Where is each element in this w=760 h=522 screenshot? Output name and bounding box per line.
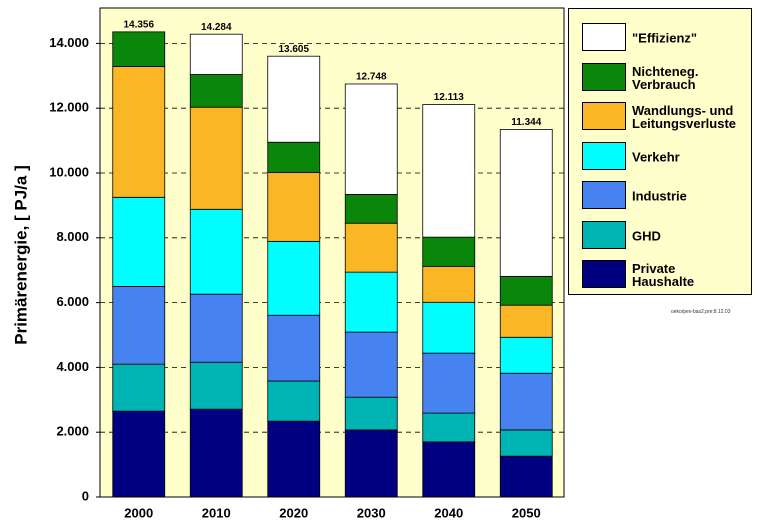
x-tick-label: 2030 bbox=[357, 505, 386, 520]
total-label: 12.113 bbox=[434, 92, 464, 103]
total-label: 12.748 bbox=[356, 72, 387, 83]
total-label: 14.356 bbox=[123, 20, 154, 31]
legend-label: "Effizienz" bbox=[632, 30, 698, 46]
legend-item: Private Haushalte bbox=[582, 260, 752, 290]
legend-label: Private Haushalte bbox=[632, 261, 695, 289]
bar-segment bbox=[422, 301, 476, 354]
bar-segment bbox=[344, 193, 398, 224]
legend-item: Verkehr bbox=[582, 141, 752, 172]
x-tick-label: 2010 bbox=[202, 505, 231, 520]
bar-segment bbox=[499, 455, 553, 498]
bar-segment bbox=[267, 420, 321, 498]
bar-segment bbox=[112, 285, 166, 365]
bar-segment bbox=[112, 66, 166, 198]
legend-label: Nichteneg. Verbrauch bbox=[632, 63, 699, 92]
bar-segment bbox=[112, 196, 166, 287]
y-tick-label: 8.000 bbox=[56, 229, 89, 244]
total-label: 11.344 bbox=[511, 117, 541, 128]
bar-segment bbox=[344, 396, 398, 431]
bar-segment bbox=[499, 372, 553, 431]
legend-swatch bbox=[582, 141, 626, 170]
y-tick-label: 2.000 bbox=[56, 424, 89, 439]
legend-label: Wandlungs- und Leitungsverluste bbox=[632, 103, 737, 131]
bar-segment bbox=[189, 293, 243, 363]
bar-segment bbox=[422, 352, 476, 414]
x-tick-label: 2050 bbox=[512, 505, 541, 520]
bar-segment bbox=[344, 271, 398, 333]
legend-item: GHD bbox=[582, 220, 752, 251]
y-tick-label: 6.000 bbox=[56, 294, 89, 309]
bar-segment bbox=[267, 380, 321, 422]
legend-label: Verkehr bbox=[632, 149, 680, 164]
chart: Primärenergie, [ PJ/a ] 0 2.000 4.000 6.000… bbox=[11, 7, 565, 520]
footnote: oeko/pev-bas2.pre;8.12.03 bbox=[671, 309, 731, 315]
bar-segment bbox=[499, 304, 553, 338]
y-tick-label: 0 bbox=[82, 488, 89, 503]
bar-segment bbox=[422, 265, 476, 303]
bar-segment bbox=[189, 33, 243, 75]
legend-swatch bbox=[582, 23, 626, 51]
bar-segment bbox=[344, 429, 398, 498]
bar-segment bbox=[344, 222, 398, 273]
y-tick-label: 10.000 bbox=[49, 164, 89, 179]
bar-segment bbox=[422, 412, 476, 443]
bar-segment bbox=[189, 106, 243, 210]
legend-label: GHD bbox=[632, 228, 661, 243]
legend-swatch bbox=[582, 62, 626, 91]
y-tick-label: 12.000 bbox=[49, 100, 89, 115]
plot-area bbox=[99, 7, 565, 498]
x-tick-label: 2020 bbox=[279, 505, 308, 520]
bar-segment bbox=[189, 208, 243, 295]
bar-segment bbox=[499, 429, 553, 457]
total-label: 13.605 bbox=[278, 44, 309, 55]
bar-segment bbox=[267, 55, 321, 143]
bar-segment bbox=[267, 171, 321, 242]
legend-swatch bbox=[582, 260, 626, 288]
bar-segment bbox=[344, 331, 398, 398]
bar-segment bbox=[344, 83, 398, 195]
legend-item: "Effizienz" bbox=[582, 23, 752, 53]
legend-label: Industrie bbox=[632, 188, 687, 204]
bar-segment bbox=[499, 275, 553, 306]
bar-segment bbox=[422, 236, 476, 267]
x-tick-label: 2000 bbox=[124, 505, 153, 520]
total-label: 14.284 bbox=[201, 22, 232, 33]
legend-swatch bbox=[582, 220, 626, 249]
bar-segment bbox=[499, 129, 553, 277]
legend-item: Industrie bbox=[582, 181, 752, 211]
bar-segment bbox=[112, 410, 166, 498]
y-axis-title: Primärenergie, [ PJ/a ] bbox=[11, 165, 30, 345]
x-tick-label: 2040 bbox=[434, 505, 463, 520]
legend-swatch bbox=[582, 181, 626, 209]
y-tick-label: 4.000 bbox=[56, 359, 89, 374]
y-tick-label: 14.000 bbox=[49, 35, 89, 50]
legend: "Effizienz" Nichteneg. Verbrauch Wandlungs… bbox=[568, 8, 752, 295]
bar-segment bbox=[422, 441, 476, 498]
bar-segment bbox=[499, 336, 553, 374]
bar-segment bbox=[267, 240, 321, 316]
bar-segment bbox=[189, 408, 243, 498]
legend-item: Nichteneg. Verbrauch bbox=[582, 62, 752, 93]
bar-segment bbox=[267, 314, 321, 382]
legend-swatch bbox=[582, 102, 626, 130]
bar-segment bbox=[189, 361, 243, 410]
bar-segment bbox=[189, 74, 243, 108]
legend-item: Wandlungs- und Leitungsverluste bbox=[582, 102, 752, 132]
bar-segment bbox=[267, 141, 321, 173]
bar-segment bbox=[112, 31, 166, 67]
bar-segment bbox=[422, 104, 476, 238]
bar-segment bbox=[112, 363, 166, 412]
